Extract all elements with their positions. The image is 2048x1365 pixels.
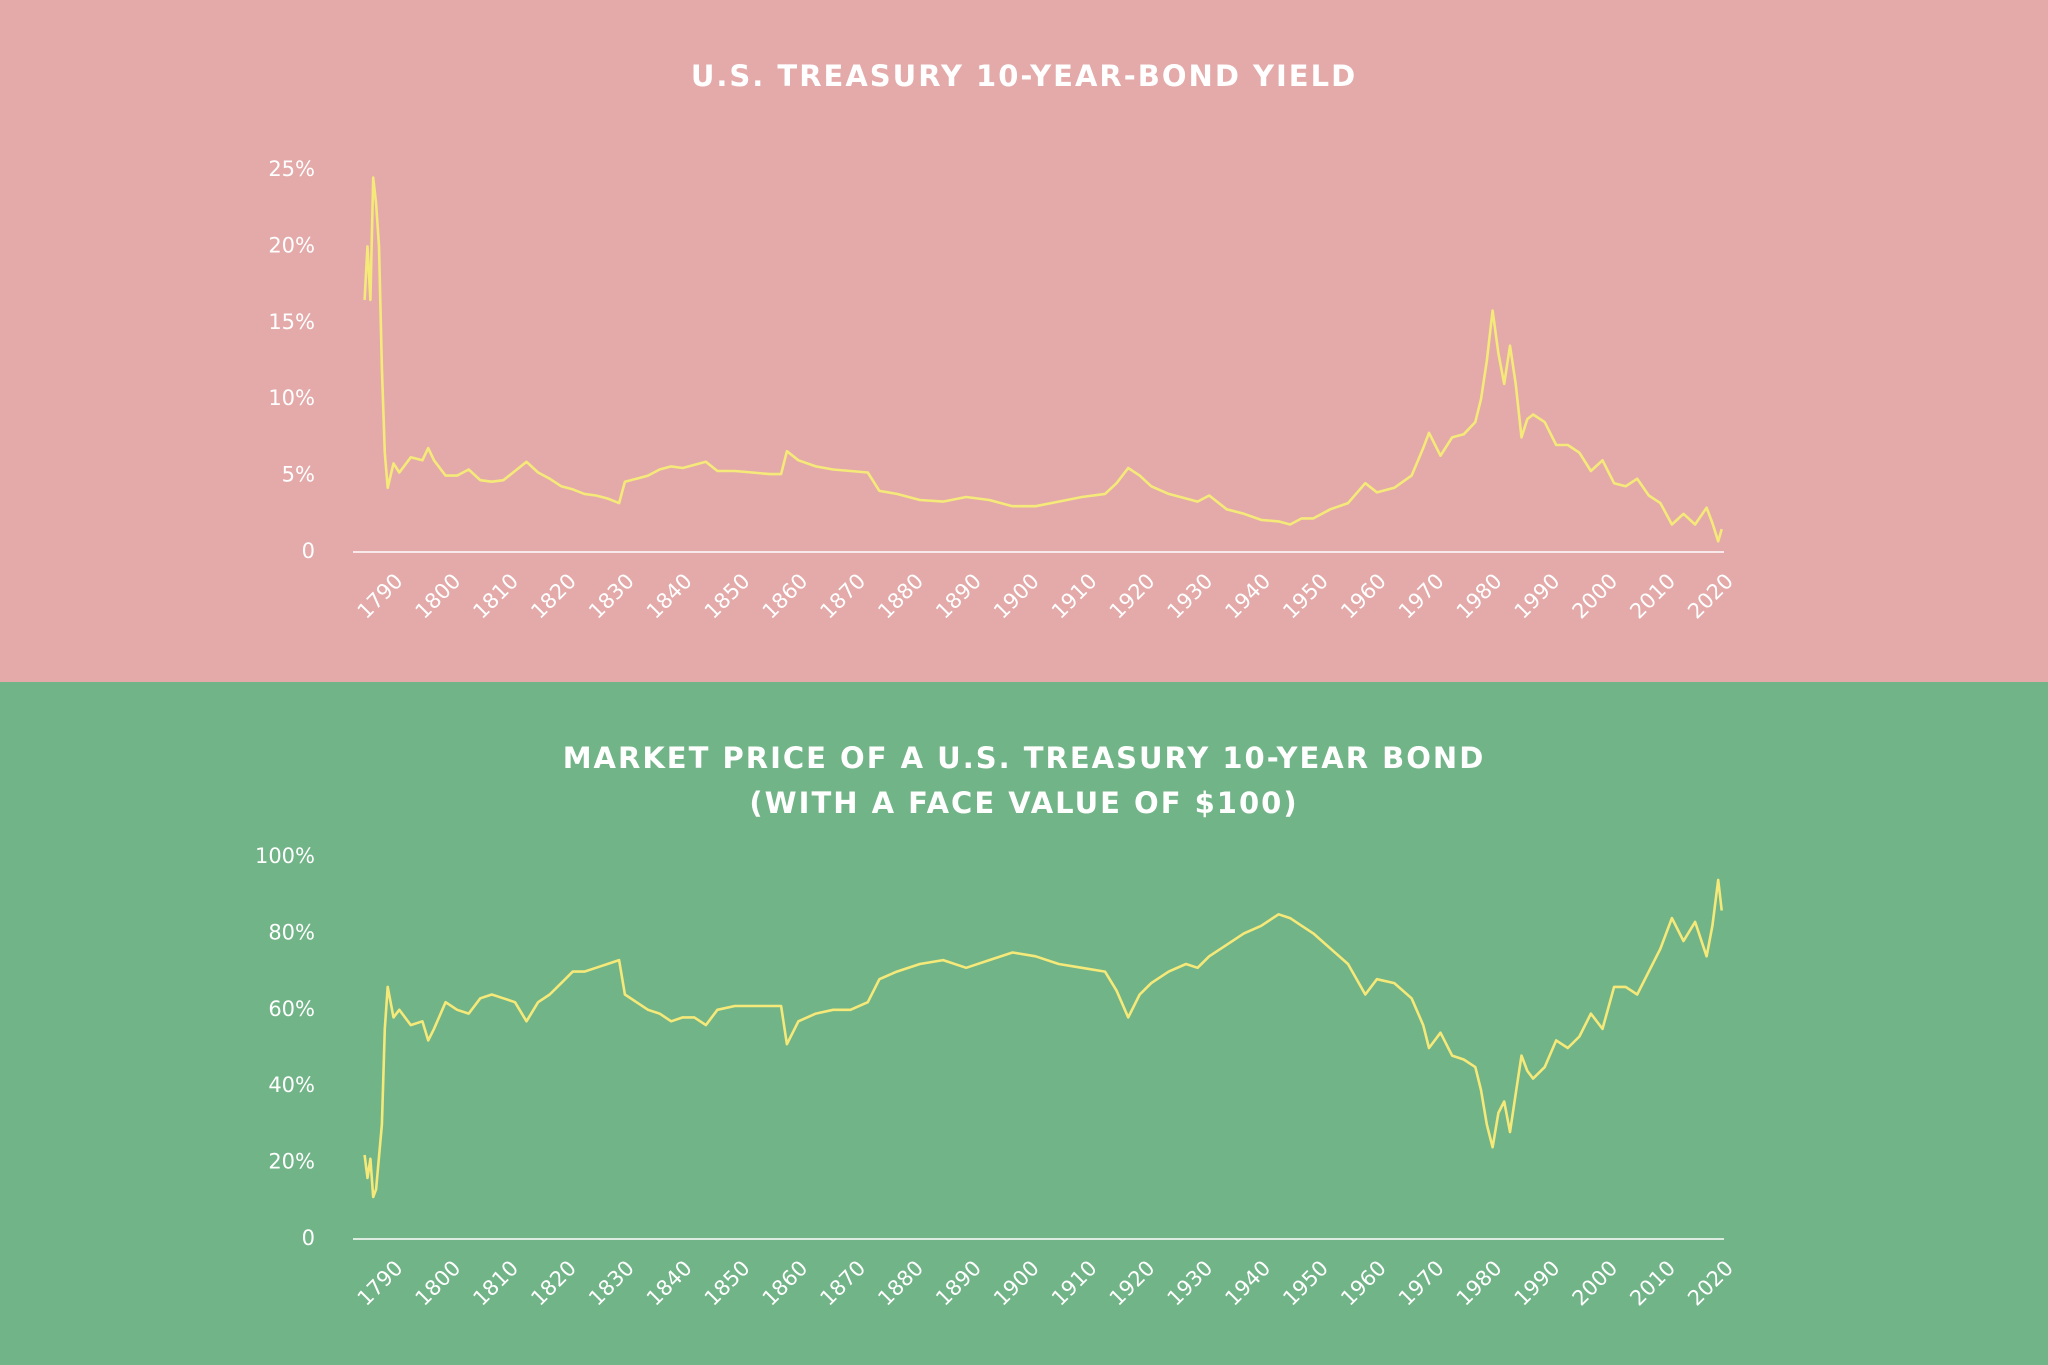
panel-background bbox=[0, 0, 2048, 682]
data-line bbox=[363, 176, 1723, 543]
y-tick-label: 0 bbox=[302, 1226, 315, 1250]
chart-title: U.S. TREASURY 10-YEAR-BOND YIELD bbox=[691, 59, 1357, 93]
data-line bbox=[363, 878, 1723, 1199]
y-tick-label: 5% bbox=[282, 463, 315, 487]
y-tick-label: 20% bbox=[268, 1150, 315, 1174]
y-tick-label: 60% bbox=[268, 997, 315, 1021]
y-tick-label: 0 bbox=[302, 539, 315, 563]
y-tick-label: 40% bbox=[268, 1073, 315, 1097]
chart-title: MARKET PRICE OF A U.S. TREASURY 10-YEAR … bbox=[563, 741, 1486, 775]
y-tick-label: 20% bbox=[268, 233, 315, 257]
chart-title: (WITH A FACE VALUE OF $100) bbox=[749, 786, 1298, 820]
panel-background bbox=[0, 682, 2048, 1365]
y-tick-label: 100% bbox=[255, 844, 315, 868]
y-tick-label: 15% bbox=[268, 310, 315, 334]
y-tick-label: 25% bbox=[268, 157, 315, 181]
y-tick-label: 10% bbox=[268, 386, 315, 410]
y-tick-label: 80% bbox=[268, 920, 315, 944]
